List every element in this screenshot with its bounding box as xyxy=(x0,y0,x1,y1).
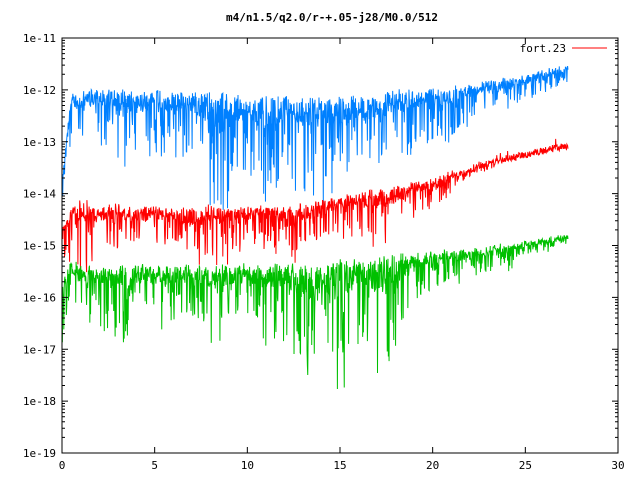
x-tick-label: 0 xyxy=(59,459,66,472)
axis-layer: 0 5 10 15 20 25 30 1e-19 1e-18 1e-17 1e-16 1e-15 1e-… xyxy=(23,32,625,472)
x-tick-label: 20 xyxy=(426,459,439,472)
x-tick-label: 25 xyxy=(519,459,532,472)
y-tick-label: 1e-13 xyxy=(23,136,56,149)
series-line xyxy=(61,138,569,278)
x-tick-label: 30 xyxy=(611,459,624,472)
legend-label: fort.23 xyxy=(520,42,566,55)
series-line xyxy=(61,65,569,210)
y-tick-label: 1e-15 xyxy=(23,240,56,253)
y-tick-label: 1e-19 xyxy=(23,447,56,460)
y-tick-label: 1e-14 xyxy=(23,188,56,201)
y-tick-label: 1e-17 xyxy=(23,343,56,356)
y-tick-label: 1e-18 xyxy=(23,395,56,408)
y-tick-label: 1e-11 xyxy=(23,32,56,45)
x-tick-label: 15 xyxy=(333,459,346,472)
y-tick-label: 1e-12 xyxy=(23,84,56,97)
series-layer xyxy=(61,65,569,390)
chart-title: m4/n1.5/q2.0/r-+.05-j28/M0.0/512 xyxy=(226,11,438,24)
x-tick-label: 10 xyxy=(241,459,254,472)
legend: fort.23 xyxy=(520,42,607,55)
x-tick-label: 5 xyxy=(151,459,158,472)
y-tick-label: 1e-16 xyxy=(23,291,56,304)
series-line xyxy=(61,235,569,390)
